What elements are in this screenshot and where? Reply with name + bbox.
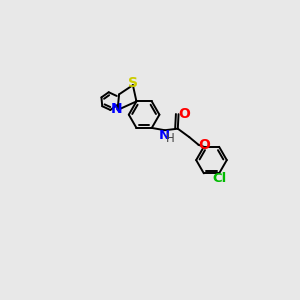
Text: N: N xyxy=(159,129,170,142)
Text: H: H xyxy=(166,132,175,145)
Text: N: N xyxy=(110,102,122,116)
Text: S: S xyxy=(128,76,138,90)
Text: O: O xyxy=(198,138,210,152)
Text: O: O xyxy=(178,107,190,121)
Text: Cl: Cl xyxy=(212,172,226,185)
